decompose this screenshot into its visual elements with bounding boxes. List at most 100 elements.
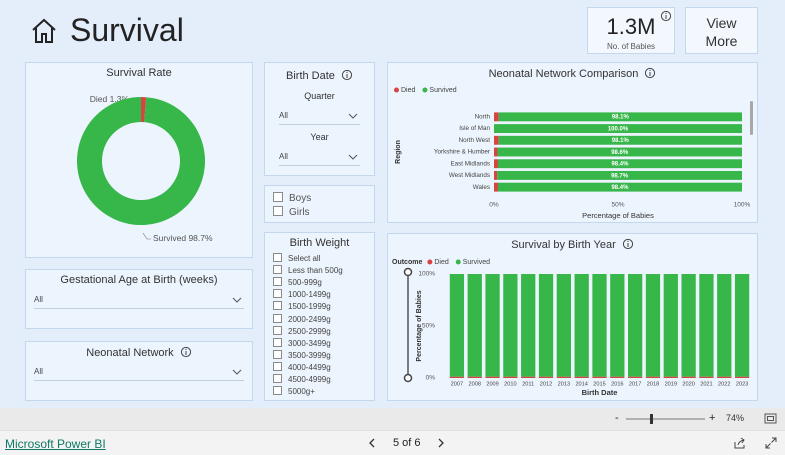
x-tick-label: 2018 [647,381,659,387]
info-icon[interactable] [644,67,656,79]
dropdown[interactable]: All [279,108,360,125]
bar-segment [610,274,625,377]
checkbox-option[interactable]: Boys [273,192,311,204]
checkbox [273,192,283,202]
checkbox-option[interactable]: 4000-4499g [273,361,331,373]
checkbox-option[interactable]: Girls [273,206,310,218]
y-tick-label: 0% [426,375,436,382]
page-indicator: 5 of 6 [393,437,421,449]
x-axis-label: Percentage of Babies [582,211,654,220]
legend-swatch [422,87,428,93]
view-more-button[interactable]: View More [685,7,758,54]
bar-segment [645,274,661,377]
x-tick-label: 2023 [736,381,748,387]
x-tick-label: 2013 [558,381,570,387]
bar-segment [449,376,465,378]
slicer-title: Birth Weight [289,237,350,249]
bar-segment [494,135,499,145]
scrollbar[interactable] [750,101,753,135]
range-slider[interactable] [403,267,413,383]
zoom-slider[interactable] [625,413,707,425]
checkbox-option[interactable]: 1500-1999g [273,301,331,312]
chevron [232,369,242,375]
survival-by-year-card: Survival by Birth Year Outcome Died Surviv… [387,233,758,401]
bar-segment [494,147,498,157]
slicer-title: Neonatal Network [26,346,252,359]
dropdown[interactable]: All [279,149,360,166]
checkbox-option[interactable]: 3000-3499g [273,337,331,349]
bar-segment [503,274,518,377]
bar-segment [556,274,571,377]
info-icon[interactable] [660,10,672,22]
x-tick-label: 2007 [451,381,463,387]
zoom-in[interactable]: + [709,412,716,424]
chart-title: Survival Rate [106,67,172,79]
dropdown[interactable]: All [34,292,244,309]
x-tick-label: 2014 [575,381,587,387]
survival-rate-card: Survival Rate Died 1.3% Survived 98.7% [25,62,253,258]
category-name: Survived [153,233,186,243]
checkbox-option[interactable]: 3500-3999g [273,349,331,361]
bar-chart: Died Survived 0% 50% 100% Percentage of Babie… [394,87,753,220]
value-label: 98.7% [188,233,213,243]
share-icon[interactable] [733,437,746,449]
checkbox [273,337,282,347]
dropdown-value: All [279,111,288,120]
x-tick-label: 2011 [522,381,534,387]
kpi-value: 1.3M [606,14,656,39]
bar-segment [538,376,554,378]
donut-slice [77,97,206,225]
info-icon[interactable] [180,346,192,358]
data-label: Died 1.3% [90,94,130,104]
checkbox-option[interactable]: 5000g+ [273,386,315,397]
data-label: Survived 98.7% [153,233,213,243]
y-tick-label: East Midlands [450,160,490,167]
legend-swatch [455,259,461,265]
option-label: Less than 500g [288,266,343,276]
x-tick-label: 2010 [504,381,516,387]
legend-label[interactable]: Died [434,259,449,266]
prev-page[interactable] [368,438,376,448]
data-label: 100.0% [608,126,629,132]
slicer-title-text: Birth Date [286,70,335,82]
checkbox-option[interactable]: Less than 500g [273,265,343,276]
fit-page-icon[interactable] [764,413,777,424]
dropdown[interactable]: All [34,364,244,381]
x-tick-label: 100% [734,202,751,209]
chevron [232,297,242,303]
bar-segment [556,376,571,378]
option-label: 2000-2499g [288,314,331,324]
x-tick-label: 2009 [486,381,498,387]
checkbox-option[interactable]: 4500-4999g [273,374,331,385]
bar-segment [497,147,742,157]
bar-segment [521,274,536,377]
next-page[interactable] [437,438,445,448]
legend-label[interactable]: Died [401,87,416,94]
checkbox-option[interactable]: 2500-2999g [273,325,331,337]
home-icon[interactable] [30,17,58,45]
bar-segment [610,376,625,378]
info-icon[interactable] [622,238,634,250]
checkbox-option[interactable]: 500-999g [273,277,322,288]
option-label: 4000-4499g [288,362,331,372]
bar-segment [699,274,714,377]
fullscreen-icon[interactable] [765,437,777,449]
legend-label[interactable]: Survived [463,259,490,266]
checkbox-option[interactable]: 2000-2499g [273,313,331,325]
bar-segment [645,376,661,378]
checkbox [273,289,282,299]
legend-label[interactable]: Survived [429,87,456,94]
bar-segment [485,274,500,377]
y-tick-label: North West [459,137,491,144]
chart-title: Neonatal Network Comparison [388,67,757,80]
zoom-out[interactable]: - [615,412,619,424]
y-axis-label: Region [395,140,402,164]
x-tick-label: 2017 [629,381,641,387]
x-tick-label: 0% [489,202,499,209]
info-icon[interactable] [341,69,353,81]
powerbi-link[interactable]: Microsoft Power BI [5,437,106,451]
checkbox-option[interactable]: 1000-1499g [273,289,331,300]
y-tick-label: North [475,114,491,121]
option-label: 1000-1499g [288,290,331,300]
checkbox-option[interactable]: Select all [273,253,320,264]
